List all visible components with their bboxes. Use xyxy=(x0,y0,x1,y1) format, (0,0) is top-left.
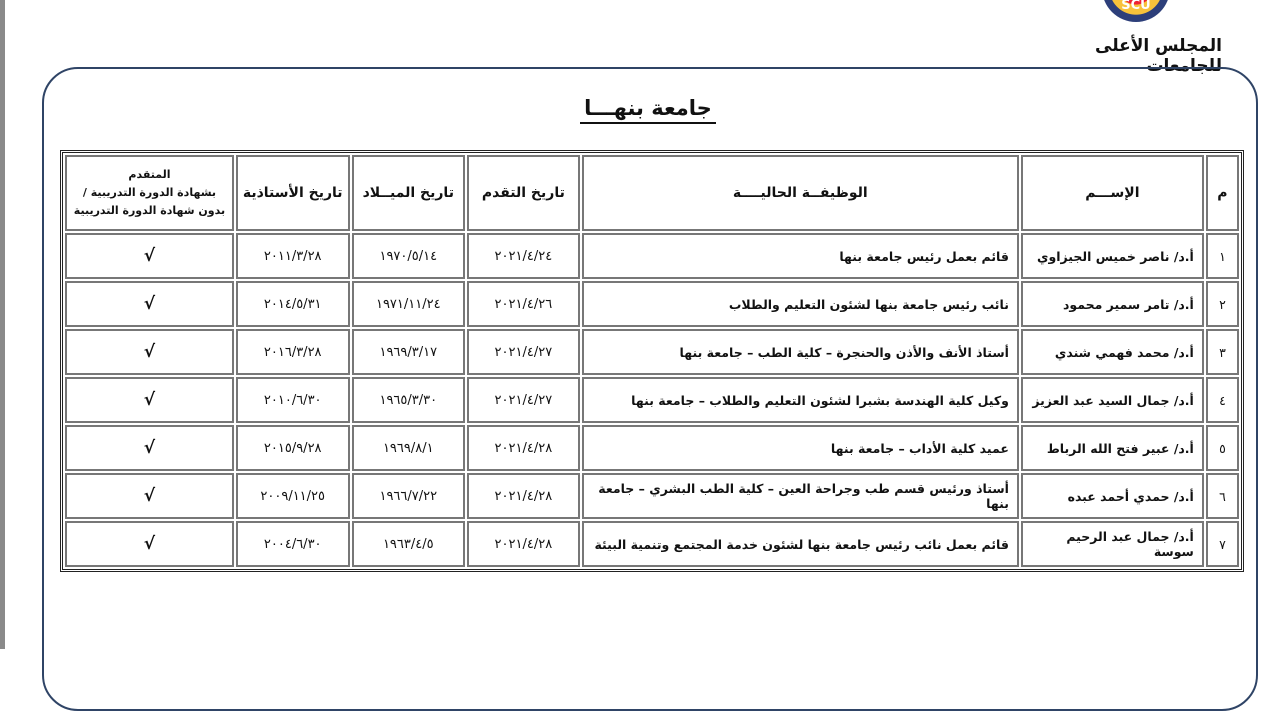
cell-name: أ.د/ جمال عبد الرحيم سوسة xyxy=(1020,521,1204,567)
cell-birth: ١٩٦٦/٧/٢٢ xyxy=(351,473,466,519)
cell-applied: ٢٠٢١/٤/٢٧ xyxy=(467,329,580,375)
table-row: ٧ أ.د/ جمال عبد الرحيم سوسة قائم بعمل نائب… xyxy=(65,521,1239,567)
cell-applied: ٢٠٢١/٤/٢٨ xyxy=(467,473,580,519)
col-header-certificate: المتقدم بشهادة الدورة التدريبية / بدون ش… xyxy=(65,155,234,231)
cell-professorship: ٢٠١٥/٩/٢٨ xyxy=(235,425,350,471)
table-row: ٢ أ.د/ تامر سمير محمود نائب رئيس جامعة بنه… xyxy=(65,281,1239,327)
cell-applied: ٢٠٢١/٤/٢٧ xyxy=(467,377,580,423)
cell-name: أ.د/ عبير فتح الله الرباط xyxy=(1020,425,1204,471)
cell-job: أستاذ ورئيس قسم طب وجراحة العين – كلية ا… xyxy=(581,473,1019,519)
cell-certificate: √ xyxy=(65,377,234,423)
cell-applied: ٢٠٢١/٤/٢٦ xyxy=(467,281,580,327)
table-row: ١ أ.د/ ناصر خميس الجيزاوي قائم بعمل رئيس ج… xyxy=(65,233,1239,279)
cell-job: أستاذ الأنف والأذن والحنجرة – كلية الطب … xyxy=(581,329,1019,375)
cell-birth: ١٩٦٥/٣/٣٠ xyxy=(351,377,466,423)
cell-certificate: √ xyxy=(65,473,234,519)
cell-professorship: ٢٠٠٤/٦/٣٠ xyxy=(235,521,350,567)
cell-name: أ.د/ حمدي أحمد عبده xyxy=(1020,473,1204,519)
scu-logo: SCU xyxy=(1102,0,1170,22)
cell-no: ٦ xyxy=(1205,473,1239,519)
table-row: ٤ أ.د/ جمال السيد عبد العزيز وكيل كلية اله… xyxy=(65,377,1239,423)
col-header-professorship: تاريخ الأستاذية xyxy=(235,155,350,231)
cell-birth: ١٩٧٠/٥/١٤ xyxy=(351,233,466,279)
table-row: ٣ أ.د/ محمد فهمي شندي أستاذ الأنف والأذن و… xyxy=(65,329,1239,375)
cell-professorship: ٢٠١٦/٣/٢٨ xyxy=(235,329,350,375)
header-line: المتقدم xyxy=(128,168,171,181)
cell-no: ٧ xyxy=(1205,521,1239,567)
cell-certificate: √ xyxy=(65,233,234,279)
cell-certificate: √ xyxy=(65,281,234,327)
cell-applied: ٢٠٢١/٤/٢٤ xyxy=(467,233,580,279)
cell-no: ٢ xyxy=(1205,281,1239,327)
cell-name: أ.د/ محمد فهمي شندي xyxy=(1020,329,1204,375)
cell-name: أ.د/ جمال السيد عبد العزيز xyxy=(1020,377,1204,423)
cell-job: وكيل كلية الهندسة بشبرا لشئون التعليم وا… xyxy=(581,377,1019,423)
cell-job: عميد كلية الأداب – جامعة بنها xyxy=(581,425,1019,471)
header-line: بدون شهادة الدورة التدريبية xyxy=(73,204,226,217)
cell-applied: ٢٠٢١/٤/٢٨ xyxy=(467,425,580,471)
candidates-table: م الإســـم الوظيفــة الحاليــــة تاريخ ا… xyxy=(60,150,1244,572)
logo-text: SCU xyxy=(1121,0,1151,13)
col-header-number: م xyxy=(1205,155,1239,231)
cell-applied: ٢٠٢١/٤/٢٨ xyxy=(467,521,580,567)
page-title: جامعة بنهـــا xyxy=(0,96,1280,124)
cell-no: ١ xyxy=(1205,233,1239,279)
council-name: المجلس الأعلى للجامعات xyxy=(1095,36,1222,76)
cell-birth: ١٩٧١/١١/٢٤ xyxy=(351,281,466,327)
cell-birth: ١٩٦٩/٨/١ xyxy=(351,425,466,471)
table-row: ٦ أ.د/ حمدي أحمد عبده أستاذ ورئيس قسم طب و… xyxy=(65,473,1239,519)
col-header-name: الإســـم xyxy=(1020,155,1204,231)
cell-professorship: ٢٠١١/٣/٢٨ xyxy=(235,233,350,279)
cell-job: نائب رئيس جامعة بنها لشئون التعليم والطل… xyxy=(581,281,1019,327)
col-header-birth: تاريخ الميــلاد xyxy=(351,155,466,231)
header-line: بشهادة الدورة التدريبية / xyxy=(82,186,217,199)
title-text: جامعة بنهـــا xyxy=(580,96,716,124)
cell-no: ٣ xyxy=(1205,329,1239,375)
cell-birth: ١٩٦٣/٤/٥ xyxy=(351,521,466,567)
cell-name: أ.د/ تامر سمير محمود xyxy=(1020,281,1204,327)
cell-job: قائم بعمل نائب رئيس جامعة بنها لشئون خدم… xyxy=(581,521,1019,567)
cell-no: ٤ xyxy=(1205,377,1239,423)
cell-job: قائم بعمل رئيس جامعة بنها xyxy=(581,233,1019,279)
cell-name: أ.د/ ناصر خميس الجيزاوي xyxy=(1020,233,1204,279)
col-header-job: الوظيفــة الحاليــــة xyxy=(581,155,1019,231)
cell-birth: ١٩٦٩/٣/١٧ xyxy=(351,329,466,375)
page-edge xyxy=(0,0,5,649)
cell-certificate: √ xyxy=(65,521,234,567)
cell-no: ٥ xyxy=(1205,425,1239,471)
cell-professorship: ٢٠١٠/٦/٣٠ xyxy=(235,377,350,423)
cell-certificate: √ xyxy=(65,329,234,375)
cell-professorship: ٢٠٠٩/١١/٢٥ xyxy=(235,473,350,519)
cell-certificate: √ xyxy=(65,425,234,471)
col-header-applied: تاريخ التقدم xyxy=(467,155,580,231)
table-header-row: م الإســـم الوظيفــة الحاليــــة تاريخ ا… xyxy=(65,155,1239,231)
cell-professorship: ٢٠١٤/٥/٣١ xyxy=(235,281,350,327)
table-row: ٥ أ.د/ عبير فتح الله الرباط عميد كلية الأد… xyxy=(65,425,1239,471)
